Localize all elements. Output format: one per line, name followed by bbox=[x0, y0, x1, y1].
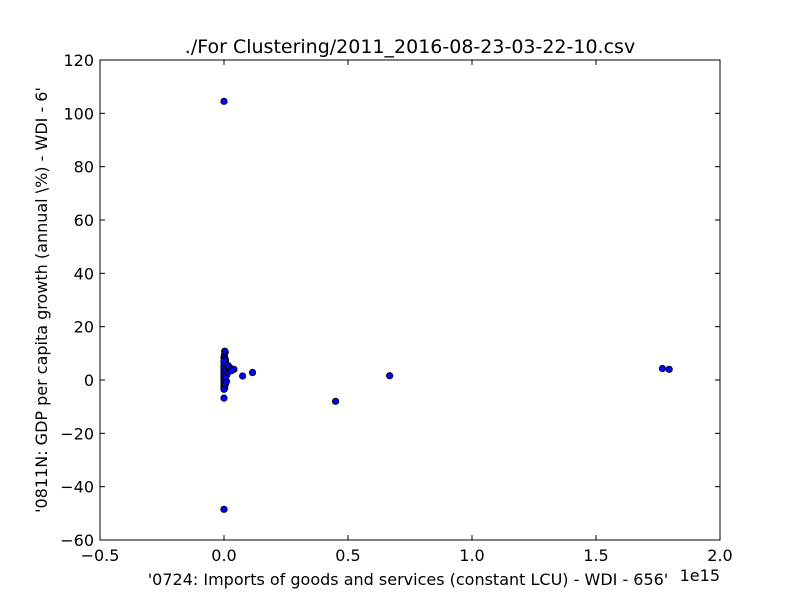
y-tick-label: 100 bbox=[63, 104, 94, 123]
data-point bbox=[239, 372, 247, 380]
data-point bbox=[220, 505, 228, 513]
data-point bbox=[386, 372, 394, 380]
y-tick-label: 60 bbox=[74, 211, 94, 230]
y-tick-label: 20 bbox=[74, 318, 94, 337]
plot-area bbox=[99, 59, 721, 541]
data-point bbox=[665, 365, 673, 373]
y-tick-label: 80 bbox=[74, 158, 94, 177]
x-tick-label: 1.5 bbox=[583, 546, 608, 565]
chart-title: ./For Clustering/2011_2016-08-23-03-22-1… bbox=[185, 36, 635, 58]
y-tick-label: 0 bbox=[84, 371, 94, 390]
data-point bbox=[224, 361, 232, 369]
data-point bbox=[331, 397, 340, 405]
data-point bbox=[220, 394, 228, 402]
x-tick-label: 2.0 bbox=[707, 546, 732, 565]
x-axis-label: '0724: Imports of goods and services (co… bbox=[148, 570, 668, 589]
data-point bbox=[658, 364, 667, 373]
x-tick-label: 0.0 bbox=[211, 546, 236, 565]
y-tick-label: −20 bbox=[60, 424, 94, 443]
data-point bbox=[221, 373, 229, 381]
y-axis-label: '0811N: GDP per capita growth (annual \%… bbox=[32, 87, 51, 513]
x-tick-label: 1.0 bbox=[459, 546, 484, 565]
y-tick-label: −60 bbox=[60, 531, 94, 550]
data-point bbox=[227, 367, 236, 375]
scatter-points bbox=[220, 97, 673, 513]
x-tick-label: 0.5 bbox=[335, 546, 360, 565]
data-point bbox=[220, 97, 228, 105]
x-offset-label: 1e15 bbox=[680, 566, 720, 585]
data-point bbox=[220, 357, 228, 365]
y-tick-label: 40 bbox=[74, 264, 94, 283]
y-axis: −60 −40 −20 0 20 40 60 80 100 120 bbox=[60, 51, 720, 550]
y-tick-label: 120 bbox=[63, 51, 94, 70]
y-tick-label: −40 bbox=[60, 478, 94, 497]
x-axis: −0.5 0.0 0.5 1.0 1.5 2.0 bbox=[81, 60, 733, 565]
x-tick-label: −0.5 bbox=[81, 546, 120, 565]
data-point bbox=[248, 368, 257, 377]
